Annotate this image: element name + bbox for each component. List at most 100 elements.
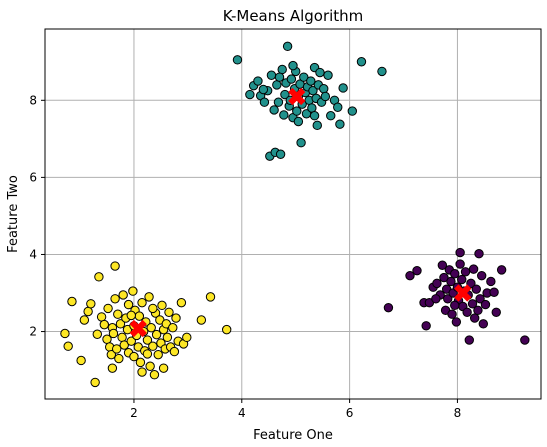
- data-point: [60, 328, 70, 339]
- data-point: [475, 294, 485, 304]
- data-point: [67, 296, 77, 307]
- data-point: [115, 319, 126, 329]
- data-point: [142, 335, 153, 345]
- data-point: [126, 336, 136, 346]
- data-point: [466, 278, 476, 289]
- data-point: [117, 332, 127, 343]
- data-point: [296, 137, 306, 148]
- data-point: [205, 292, 216, 302]
- data-point: [176, 297, 187, 308]
- data-point: [275, 149, 286, 159]
- data-point: [486, 276, 496, 287]
- data-point: [110, 294, 120, 304]
- data-point: [94, 272, 104, 282]
- data-point: [282, 41, 293, 52]
- data-point: [158, 363, 169, 373]
- data-point: [333, 102, 343, 112]
- cluster-series-3: [383, 247, 530, 345]
- data-point: [112, 344, 122, 354]
- data-point: [491, 307, 501, 317]
- data-point: [79, 315, 90, 325]
- data-point: [496, 265, 507, 275]
- data-point: [83, 306, 93, 317]
- y-tick-label: 8: [29, 93, 37, 107]
- data-point: [457, 274, 467, 285]
- data-point: [106, 349, 117, 360]
- data-point: [326, 111, 336, 121]
- data-point: [464, 335, 474, 345]
- data-point: [273, 97, 284, 107]
- data-point: [468, 264, 479, 274]
- data-point: [520, 335, 530, 345]
- centroid-marker: [288, 87, 306, 106]
- data-point: [462, 307, 472, 317]
- data-point: [447, 309, 457, 319]
- data-point: [86, 299, 96, 309]
- x-tick-label: 8: [454, 406, 462, 420]
- data-point: [142, 349, 153, 359]
- data-point: [137, 367, 147, 377]
- data-point: [320, 91, 331, 102]
- data-point: [151, 329, 162, 340]
- data-point: [450, 269, 460, 279]
- centroid-markers: [129, 87, 472, 338]
- data-point: [460, 267, 471, 277]
- data-point: [277, 64, 287, 75]
- data-point: [92, 329, 102, 339]
- data-point: [137, 297, 147, 308]
- data-point: [148, 341, 158, 351]
- data-point: [128, 286, 138, 296]
- y-tick-label: 6: [29, 170, 37, 184]
- data-point: [103, 303, 113, 314]
- data-point: [168, 322, 178, 333]
- data-point: [489, 287, 499, 297]
- data-point: [446, 276, 456, 287]
- data-point: [279, 110, 289, 120]
- data-point: [96, 312, 107, 322]
- data-point: [76, 355, 86, 366]
- data-point: [110, 261, 120, 271]
- x-tick-label: 2: [130, 406, 138, 420]
- data-point: [471, 284, 482, 294]
- data-point: [443, 294, 453, 304]
- data-point: [377, 66, 387, 77]
- data-point: [469, 313, 480, 323]
- x-tick-label: 4: [238, 406, 246, 420]
- cluster-series-1: [60, 261, 232, 388]
- data-point: [266, 70, 277, 80]
- data-point: [126, 310, 136, 321]
- data-point: [144, 292, 154, 302]
- data-point: [272, 80, 282, 90]
- data-point: [405, 270, 415, 281]
- chart-title: K-Means Algorithm: [223, 7, 364, 25]
- data-point: [171, 313, 181, 323]
- data-point: [280, 89, 290, 100]
- data-point: [196, 315, 207, 325]
- data-point: [107, 363, 118, 373]
- data-point: [312, 120, 322, 131]
- data-point: [431, 294, 441, 304]
- axis-ticks: 2 4 6 8 2 4 6 8: [29, 93, 461, 420]
- data-point: [356, 57, 367, 67]
- data-point: [451, 317, 462, 327]
- y-tick-label: 4: [29, 247, 37, 261]
- y-axis-title: Feature Two: [6, 175, 21, 253]
- data-point: [439, 272, 449, 283]
- y-tick-label: 2: [29, 325, 37, 339]
- data-point: [315, 67, 325, 78]
- data-point: [258, 84, 269, 95]
- data-point: [63, 341, 73, 351]
- data-point: [164, 307, 174, 317]
- data-point: [129, 351, 139, 362]
- data-point: [123, 299, 134, 310]
- data-point: [309, 111, 320, 121]
- data-point: [432, 278, 442, 289]
- data-point: [232, 55, 243, 65]
- data-point: [335, 119, 345, 129]
- data-point: [253, 76, 263, 86]
- data-point: [169, 346, 180, 357]
- plot-frame: [44, 28, 542, 400]
- data-point: [338, 83, 348, 93]
- data-point: [286, 74, 297, 84]
